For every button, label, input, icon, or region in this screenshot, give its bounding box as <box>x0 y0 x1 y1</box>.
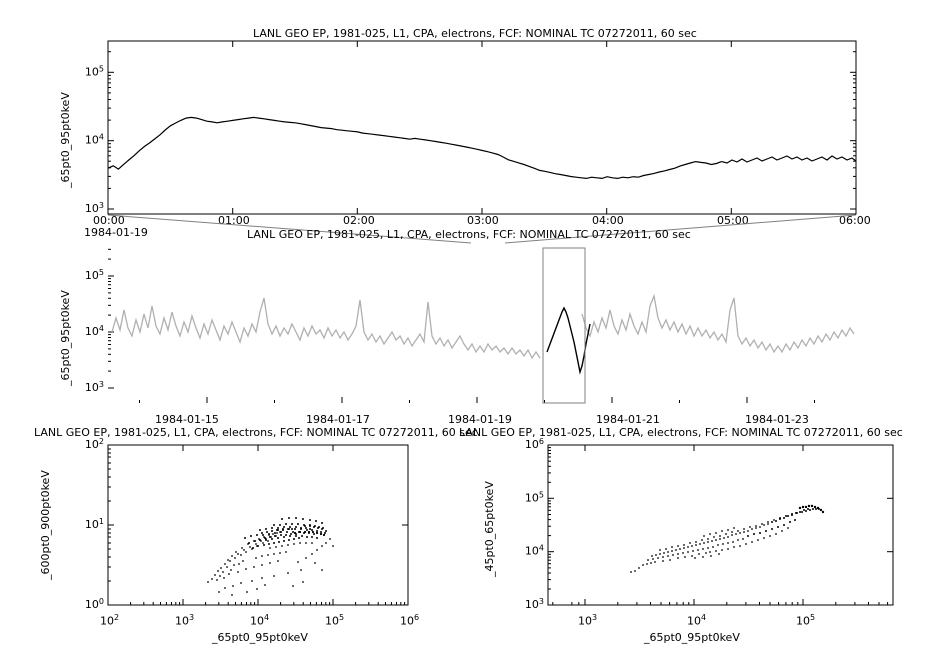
svg-text:_600pt0_900pt0keV: _600pt0_900pt0keV <box>39 470 52 581</box>
svg-text:104: 104 <box>525 544 544 558</box>
bottom-left-ylabel: _600pt0_900pt0keV <box>39 470 52 581</box>
middle-xtick-0: 1984-01-15 <box>155 413 219 426</box>
svg-text:_65pt0_95pt0keV: _65pt0_95pt0keV <box>59 92 72 189</box>
svg-text:105: 105 <box>525 490 544 504</box>
bottom-left-axes: 100 101 102 <box>85 437 409 611</box>
bl-xtick-0: 102 <box>100 613 120 628</box>
top-xdate-label: 1984-01-19 <box>84 226 148 239</box>
bottom-left-xlabel: _65pt0_95pt0keV <box>212 631 308 644</box>
br-xtick-2: 105 <box>796 613 816 628</box>
svg-text:105: 105 <box>85 268 104 282</box>
top-xtick-4: 04:00 <box>592 214 624 227</box>
svg-text:103: 103 <box>525 597 544 611</box>
svg-text:100: 100 <box>85 597 104 611</box>
top-xtick-2: 02:00 <box>343 214 375 227</box>
bl-xtick-4: 106 <box>400 613 420 628</box>
bottom-right-ylabel: _45pt0_65pt0keV <box>483 481 496 578</box>
svg-text:104: 104 <box>85 324 104 338</box>
middle-xtick-4: 1984-01-23 <box>745 413 809 426</box>
bottom-left-title: LANL GEO EP, 1981-025, L1, CPA, electron… <box>34 426 478 439</box>
bottom-right-xlabel: _65pt0_95pt0keV <box>644 631 740 644</box>
svg-text:103: 103 <box>85 380 104 394</box>
svg-text:106: 106 <box>525 437 544 451</box>
top-panel-axes: 103 104 105 <box>85 40 857 215</box>
bottom-right-axes: 103 104 105 106 <box>525 437 894 611</box>
top-panel-ylabel: _65pt0_95pt0keV <box>59 92 72 189</box>
bl-xtick-2: 104 <box>250 613 270 628</box>
middle-xtick-2: 1984-01-19 <box>448 413 512 426</box>
bl-xtick-1: 103 <box>175 613 195 628</box>
br-xtick-1: 104 <box>687 613 707 628</box>
middle-panel-axes: 103 104 105 <box>85 247 855 404</box>
br-xtick-0: 103 <box>578 613 598 628</box>
svg-text:_45pt0_65pt0keV: _45pt0_65pt0keV <box>483 481 496 578</box>
top-xtick-3: 03:00 <box>467 214 499 227</box>
bottom-right-title: LANL GEO EP, 1981-025, L1, CPA, electron… <box>459 426 903 439</box>
middle-xtick-1: 1984-01-17 <box>306 413 370 426</box>
middle-xtick-3: 1984-01-21 <box>596 413 660 426</box>
svg-text:102: 102 <box>85 437 104 451</box>
top-xtick-6: 06:00 <box>839 214 871 227</box>
middle-panel-ylabel: _65pt0_95pt0keV <box>59 290 72 387</box>
bl-xtick-3: 105 <box>325 613 345 628</box>
top-xtick-0: 00:00 <box>93 214 125 227</box>
middle-panel-title: LANL GEO EP, 1981-025, L1, CPA, electron… <box>247 228 691 241</box>
top-panel-title: LANL GEO EP, 1981-025, L1, CPA, electron… <box>253 27 697 40</box>
svg-text:_65pt0_95pt0keV: _65pt0_95pt0keV <box>59 290 72 387</box>
svg-text:101: 101 <box>85 517 104 531</box>
